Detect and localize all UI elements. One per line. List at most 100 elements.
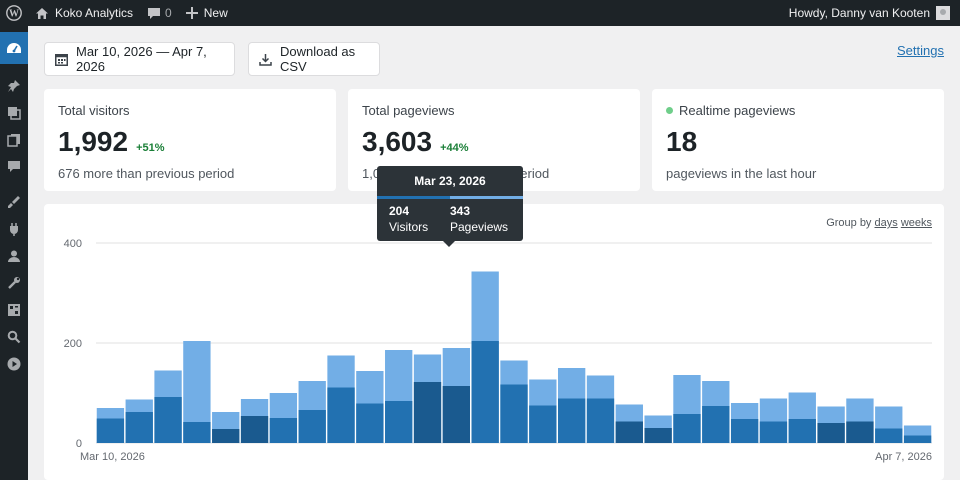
download-csv-label: Download as CSV	[280, 44, 356, 74]
group-by-days-link[interactable]: days	[874, 217, 898, 229]
tooltip-date: Mar 23, 2026	[414, 174, 486, 188]
total-pageviews-label: Total pageviews	[362, 103, 455, 118]
visitors-bar	[702, 406, 730, 443]
appearance-icon	[8, 195, 20, 208]
tooltip-visitors-value: 204	[389, 204, 410, 218]
sidebar-item-plugins[interactable]	[0, 215, 28, 242]
sidebar-item-tools[interactable]	[0, 269, 28, 296]
users-icon	[8, 250, 20, 262]
realtime-pageviews-card: Realtime pageviews 18 pageviews in the l…	[652, 89, 944, 191]
sidebar-item-pages[interactable]	[0, 126, 28, 153]
visitors-bar	[327, 387, 355, 443]
visitors-bar	[385, 401, 413, 443]
settings-link[interactable]: Settings	[897, 43, 944, 58]
wordpress-logo-icon[interactable]: W	[0, 0, 28, 26]
my-account-link[interactable]: Howdy, Danny van Kooten	[782, 0, 960, 26]
sidebar-item-comments[interactable]	[0, 153, 28, 180]
home-icon	[35, 7, 49, 20]
visitors-bar	[557, 398, 586, 443]
x-end-label: Apr 7, 2026	[875, 451, 932, 463]
new-content-link[interactable]: New	[179, 0, 235, 26]
visitors-bar	[96, 418, 125, 443]
x-start-label: Mar 10, 2026	[80, 451, 145, 463]
admin-bar: W Koko Analytics 0 New Howdy, Danny van …	[0, 0, 960, 26]
group-by-label: Group by	[826, 217, 872, 229]
howdy-label: Howdy, Danny van Kooten	[788, 6, 930, 20]
date-range-label: Mar 10, 2026 — Apr 7, 2026	[76, 44, 207, 74]
total-visitors-label: Total visitors	[58, 103, 130, 118]
realtime-pageviews-caption: pageviews in the last hour	[666, 166, 817, 181]
sidebar-item-users[interactable]	[0, 242, 28, 269]
visitors-bar	[817, 423, 845, 443]
visitors-bar	[759, 421, 788, 443]
tooltip-pageviews-swatch	[450, 196, 523, 199]
comments-icon	[8, 161, 20, 172]
realtime-pageviews-label: Realtime pageviews	[679, 103, 796, 118]
tooltip-visitors-swatch	[377, 196, 450, 199]
sidebar-item-media[interactable]	[0, 99, 28, 126]
visitors-bar	[356, 403, 384, 443]
pages-icon	[7, 133, 20, 147]
tooltip-pageviews-value: 343	[450, 204, 471, 218]
visitors-bar	[240, 416, 269, 443]
svg-text:W: W	[9, 9, 19, 20]
main-content: Mar 10, 2026 — Apr 7, 2026 Download as C…	[28, 26, 960, 480]
total-pageviews-value: 3,603	[362, 126, 433, 157]
sidebar-item-appearance[interactable]	[0, 188, 28, 215]
visitors-bar	[586, 398, 615, 443]
group-by-control: Group by days weeks	[826, 217, 932, 229]
tools-icon	[8, 276, 20, 289]
chart-card: Group by days weeks 0 200 400 Mar 10, 2026 A…	[44, 204, 944, 480]
visitors-bar	[644, 428, 672, 443]
total-visitors-value: 1,992	[58, 126, 129, 157]
tooltip-pageviews-label: Pageviews	[450, 220, 509, 234]
visitors-bar	[212, 429, 240, 443]
visitors-bar	[730, 419, 759, 443]
media-icon	[8, 106, 21, 120]
total-pageviews-change: +44%	[440, 142, 469, 154]
site-name-label: Koko Analytics	[55, 6, 134, 20]
y-tick-label: 200	[64, 338, 82, 350]
sidebar-item-posts[interactable]	[0, 72, 28, 99]
visitors-bar	[269, 418, 298, 443]
visitors-bar	[442, 386, 471, 443]
settings-icon	[8, 303, 20, 316]
total-visitors-comparison: 676 more than previous period	[58, 166, 235, 181]
download-icon	[259, 53, 272, 66]
y-tick-label: 400	[64, 238, 82, 250]
date-range-button[interactable]: Mar 10, 2026 — Apr 7, 2026	[44, 42, 235, 76]
comments-link[interactable]: 0	[140, 0, 179, 26]
visitors-bar	[298, 410, 326, 443]
y-tick-label: 0	[76, 438, 82, 450]
calendar-icon	[55, 53, 68, 66]
total-visitors-card: Total visitors 1,992 +51% 676 more than …	[44, 89, 336, 191]
visitors-bar	[413, 382, 442, 443]
visitors-bar	[154, 397, 182, 443]
site-name-link[interactable]: Koko Analytics	[28, 0, 140, 26]
visitors-bar	[471, 341, 499, 443]
play-icon	[7, 357, 21, 370]
visitors-bar	[673, 414, 701, 443]
visitors-bar	[788, 419, 816, 443]
group-by-weeks-link[interactable]: weeks	[900, 217, 932, 229]
visitors-bar	[903, 435, 932, 443]
sidebar-item-dashboard[interactable]	[0, 32, 28, 64]
dashboard-icon	[7, 43, 21, 53]
sidebar-item-media-player[interactable]	[0, 350, 28, 377]
visitors-bar	[529, 405, 557, 443]
visitors-bar	[500, 384, 528, 443]
comments-count: 0	[165, 6, 172, 20]
pageviews-chart: 0 200 400 Mar 10, 2026 Apr 7, 2026	[64, 238, 932, 463]
pin-icon	[8, 79, 20, 92]
download-csv-button[interactable]: Download as CSV	[248, 42, 380, 76]
live-indicator-icon	[666, 107, 673, 114]
sidebar-item-search[interactable]	[0, 323, 28, 350]
total-visitors-change: +51%	[136, 142, 165, 154]
chart-tooltip: Mar 23, 2026 204 Visitors 343 Pageviews	[377, 166, 523, 247]
new-label: New	[203, 6, 228, 20]
visitors-bar	[183, 422, 211, 443]
plugins-icon	[10, 222, 18, 236]
realtime-pageviews-value: 18	[666, 126, 698, 157]
visitors-bar	[615, 421, 643, 443]
sidebar-item-settings[interactable]	[0, 296, 28, 323]
